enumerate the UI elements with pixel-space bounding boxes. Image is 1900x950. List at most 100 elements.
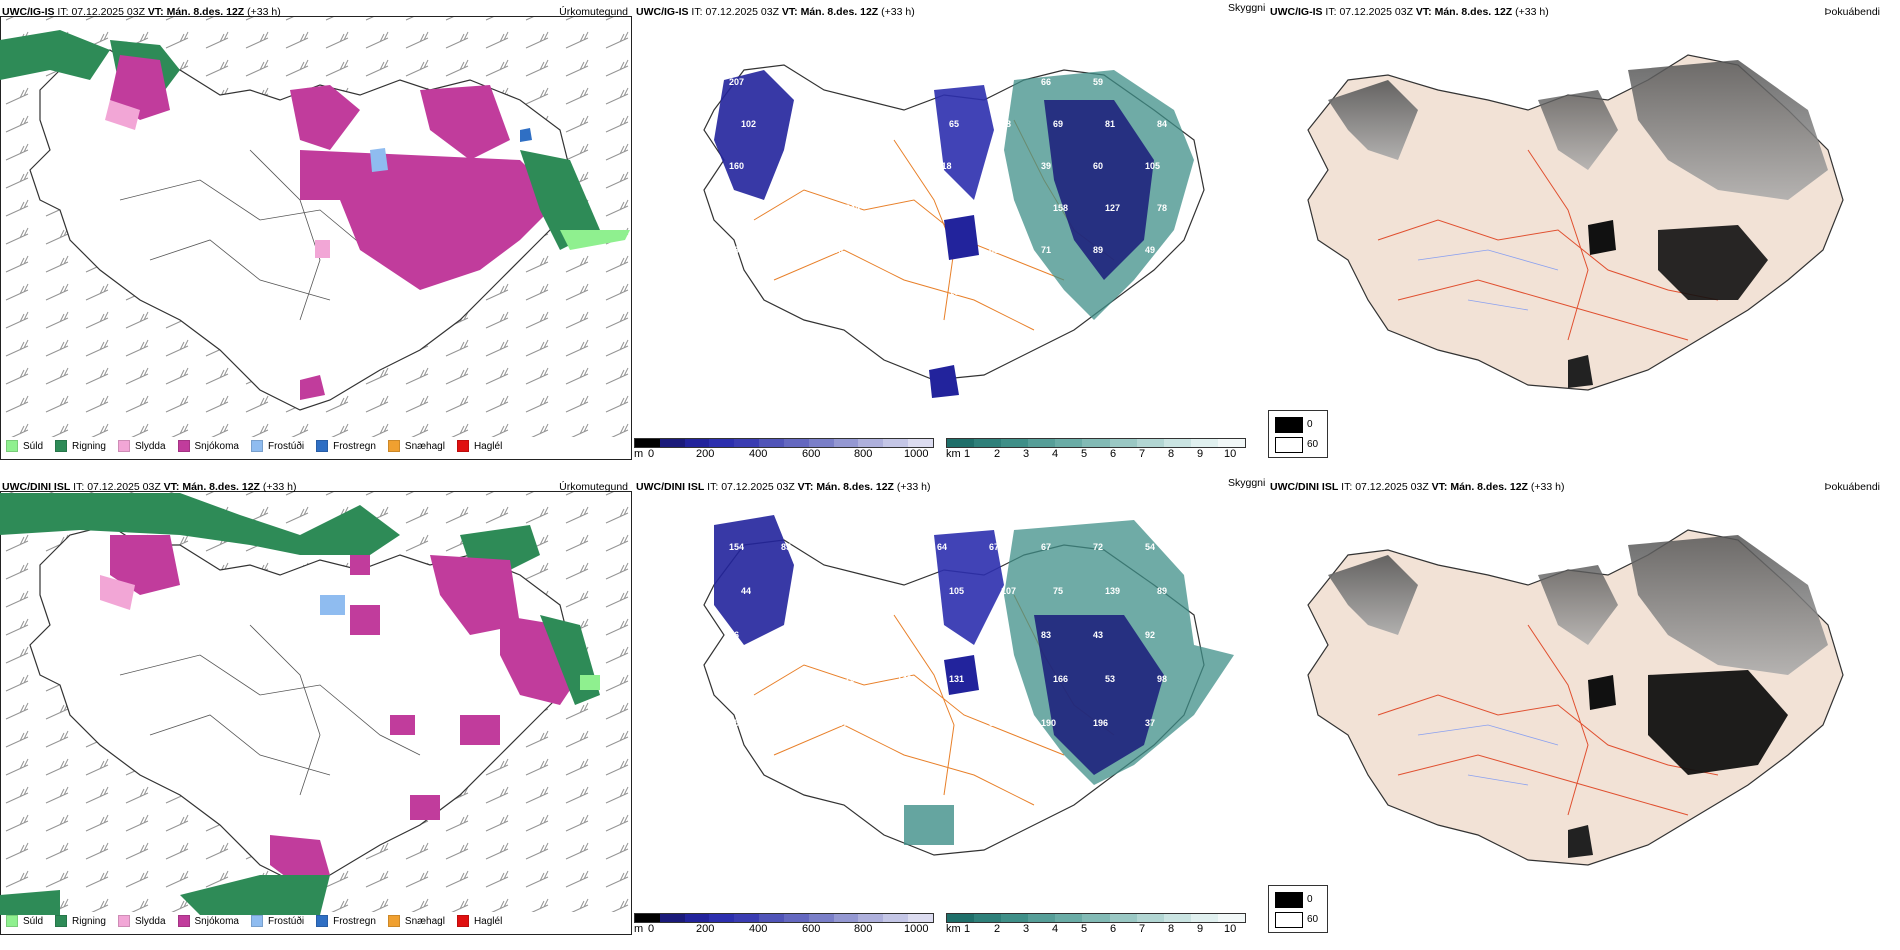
visibility-value: 72 [1093,542,1103,552]
it-label: IT: [1325,6,1337,18]
visibility-value: 158 [1053,203,1068,213]
legend-item: Haglél [456,440,502,452]
visibility-value: 89 [1093,245,1103,255]
snow-area [410,795,440,820]
visibility-value: 85 [781,542,791,552]
visibility-value: 154 [729,542,744,552]
fog-map [1307,529,1844,866]
cbar-tick: 400 [749,923,768,935]
visibility-area [904,805,954,845]
freezing-drizzle-area [320,595,345,615]
panel-title: Úrkomutegund [559,6,628,18]
visibility-value: 149 [897,674,912,684]
visibility-value: 105 [1145,161,1160,171]
visibility-value: 166 [1053,674,1068,684]
cbar-tick: 4 [1052,923,1059,935]
sleet-area [100,575,135,610]
snow-area [290,85,360,150]
visibility-value: 44 [741,586,751,596]
legend-swatch [387,915,400,927]
it-value: 07.12.2025 03Z [1355,481,1429,493]
cbar-tick: 5 [1081,448,1088,460]
snow-area [110,535,180,595]
visibility-value: 109 [793,203,808,213]
legend-item: Frostregn [316,440,376,452]
vt-value: Mán. 8.des. 12Z [800,6,879,18]
cbar-tick: 9 [1197,923,1204,935]
visibility-value: 71 [989,77,999,87]
snow-area [300,150,560,290]
snow-area [300,375,325,400]
cbar-unit: km [946,923,961,935]
legend-label: Haglél [473,915,503,927]
visibility-value: 72 [937,77,947,87]
legend-swatch [387,440,400,452]
fog-scale-label: 60 [1307,914,1319,925]
legend-swatch [177,440,190,452]
visibility-value: 34 [885,630,895,640]
cbar-step [1136,914,1164,922]
legend-item: Súld [6,440,43,452]
visibility-area [944,655,979,695]
fog-area [1328,80,1418,160]
legend-swatch [250,440,263,452]
drizzle-area [580,675,600,690]
vt-label: VT: [1415,6,1432,18]
legend-label: Snæhagl [404,915,445,927]
legend-swatch [6,915,18,927]
fog-scale-black [1275,417,1303,433]
fog-panel-bottom: UWC/DINI ISL IT: 07.12.2025 03Z VT: Mán.… [1268,475,1900,950]
cbar-step [1163,439,1191,447]
visibility-value: 12 [793,762,803,772]
visibility-panel-top: UWC/IG-IS IT: 07.12.2025 03Z VT: Mán. 8.… [634,0,1268,475]
visibility-area [714,70,794,200]
height-colorbar [634,438,934,448]
cbar-step [734,439,760,447]
visibility-panel-bottom: UWC/DINI ISL IT: 07.12.2025 03Z VT: Mán.… [634,475,1268,950]
visibility-value: 118 [937,161,952,171]
cbar-tick: 1 [964,448,971,460]
precip-map-frame [0,16,632,460]
fog-area [1568,355,1593,388]
visibility-value: 137 [729,245,744,255]
visibility-value: 20 [885,161,895,171]
visibility-value: 97 [793,674,803,684]
model-name: UWC/IG-IS [636,6,689,18]
visibility-value: 198 [949,203,964,213]
fog-area [1588,220,1616,255]
visibility-value: 53 [1105,674,1115,684]
cbar-step [734,914,760,922]
precip-panel-top: UWC/IG-IS IT: 07.12.2025 03Z VT: Mán. 8.… [0,0,634,475]
vt-label: VT: [163,481,180,493]
cbar-step [947,914,975,922]
visibility-value: 10 [949,287,959,297]
sleet-area [105,100,140,130]
cbar-step [659,439,685,447]
cbar-tick: 3 [1023,923,1030,935]
model-name: UWC/IG-IS [2,6,55,18]
visibility-area [1034,615,1164,775]
legend-label: Frostúði [267,440,305,452]
visibility-value: 106 [1145,77,1160,87]
rain-area [0,890,60,915]
legend-label: Frostregn [333,915,376,927]
legend-item: Haglél [456,915,503,927]
visibility-value: 75 [1053,586,1063,596]
cbar-step [974,914,1002,922]
vt-label: VT: [797,481,814,493]
cbar-step [1055,439,1083,447]
cbar-tick: 7 [1139,923,1146,935]
visibility-value: 65 [949,119,959,129]
visibility-value: 105 [989,630,1004,640]
visibility-value: 89 [1157,586,1167,596]
cbar-step [1082,439,1110,447]
legend-item: Snjókoma [177,440,239,452]
visibility-value: 37 [1145,718,1155,728]
cbar-step [709,914,735,922]
lead-time: (+33 h) [247,6,281,18]
cbar-tick: 400 [749,448,768,460]
vt-label: VT: [781,6,798,18]
legend-item: Frostúði [250,915,304,927]
lead-time: (+33 h) [262,481,297,493]
snow-area [270,835,330,880]
